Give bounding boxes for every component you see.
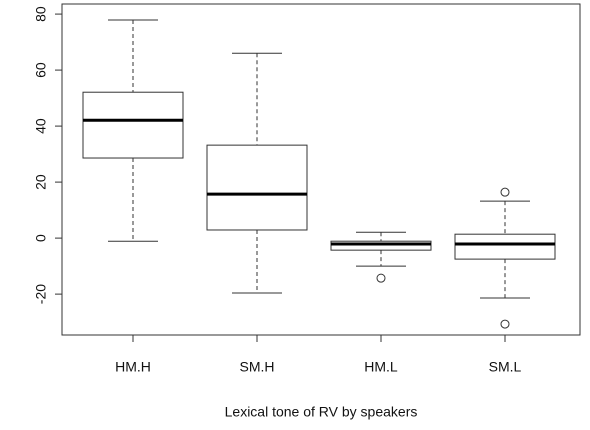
outlier (500, 319, 510, 329)
outlier (376, 273, 386, 283)
x-tick-label: SM.H (240, 359, 275, 375)
box (82, 91, 184, 159)
y-tick-label: 20 (33, 174, 49, 190)
x-tick-label: HM.L (364, 359, 398, 375)
box (330, 240, 432, 251)
y-tick-label: 0 (33, 234, 49, 242)
outlier (500, 187, 510, 197)
x-tick-label: SM.L (489, 359, 522, 375)
y-tick-label: 40 (33, 118, 49, 134)
box (206, 144, 308, 231)
y-tick-label: -20 (33, 284, 49, 304)
box (454, 233, 556, 260)
y-tick-label: 80 (33, 6, 49, 22)
x-axis-label: Lexical tone of RV by speakers (225, 404, 418, 420)
x-tick-label: HM.H (115, 359, 151, 375)
plot-frame (61, 3, 581, 336)
y-tick-label: 60 (33, 62, 49, 78)
